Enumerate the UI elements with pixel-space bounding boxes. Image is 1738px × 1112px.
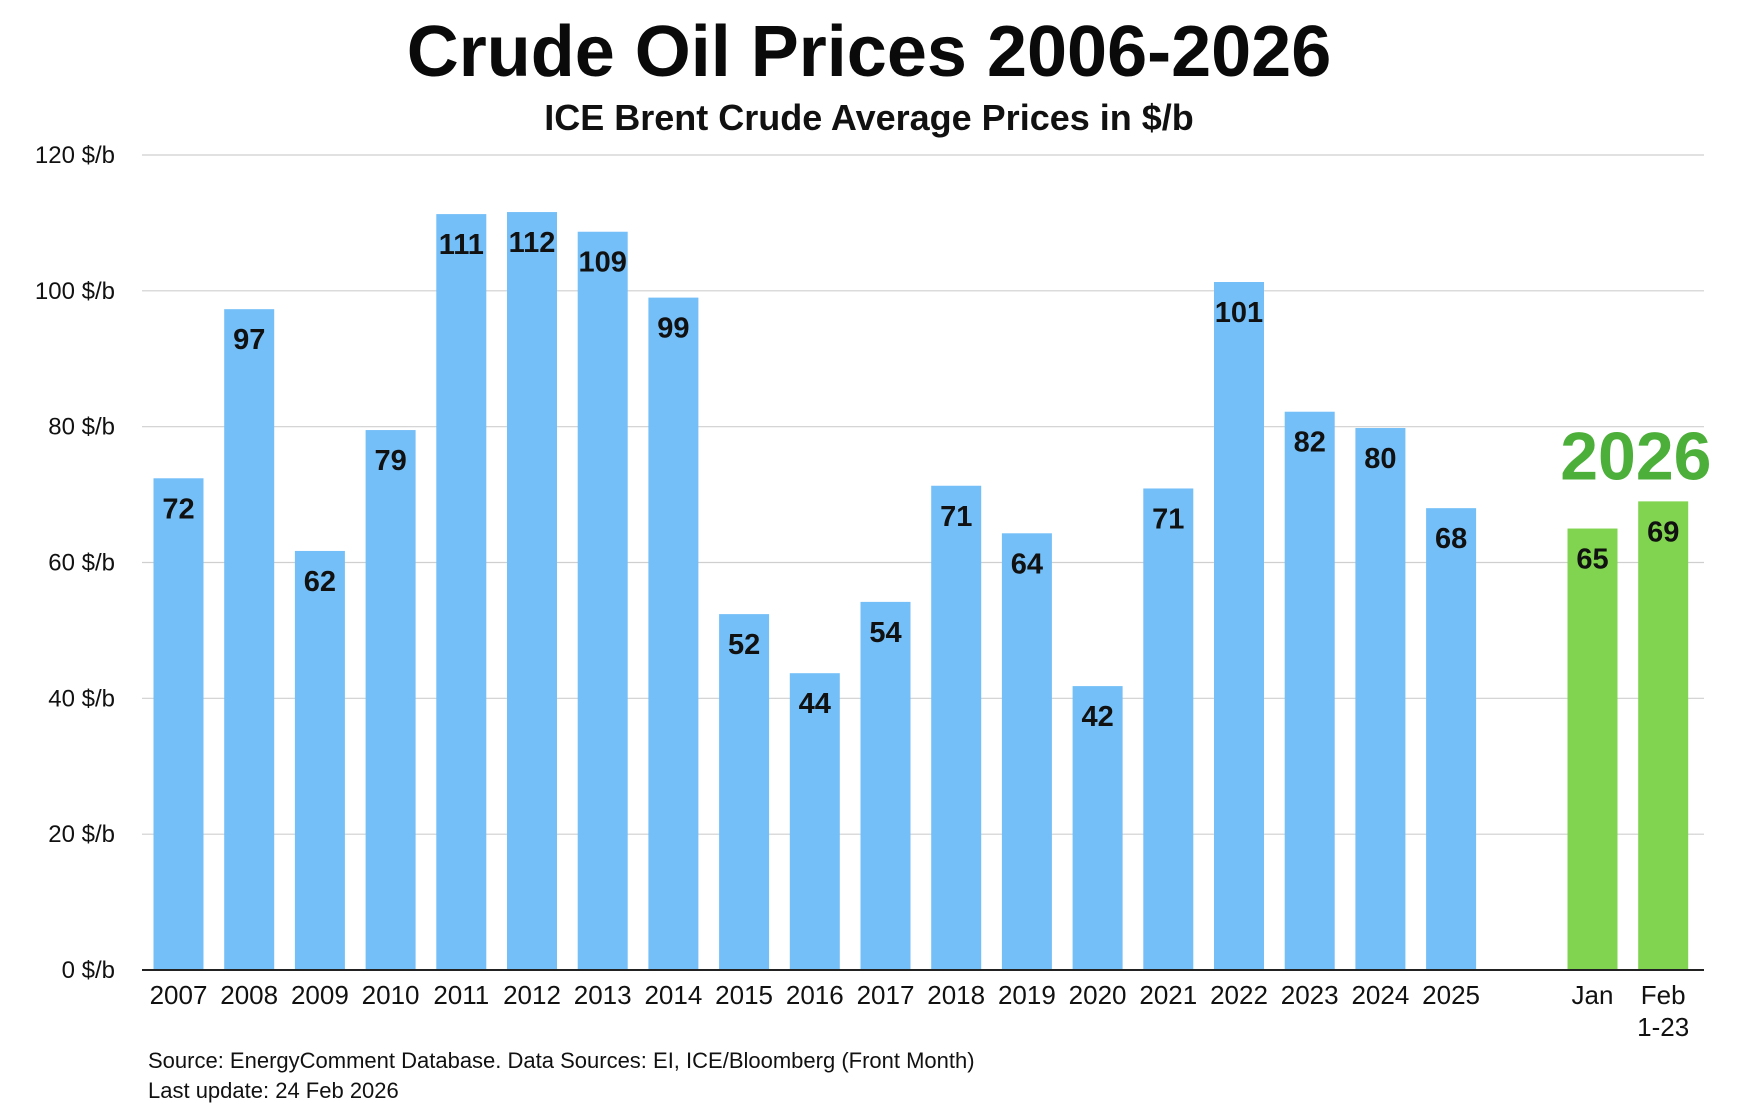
x-tick-label: 2023 [1281, 980, 1339, 1010]
bar-value-label: 82 [1294, 427, 1326, 459]
bar-value-label: 112 [509, 227, 556, 259]
bar [1638, 501, 1689, 970]
bar-value-label: 68 [1435, 523, 1467, 555]
x-tick-label: Feb [1641, 980, 1686, 1010]
x-tick-label: 2018 [927, 980, 985, 1010]
bar [1072, 686, 1123, 970]
y-tick-label: 80 $/b [48, 414, 115, 441]
bar [931, 485, 982, 970]
x-tick-label: 2009 [291, 980, 349, 1010]
bar-value-label: 72 [162, 493, 194, 525]
chart-title: Crude Oil Prices 2006-2026 [406, 12, 1332, 92]
x-tick-label: Jan [1572, 980, 1614, 1010]
bar-value-label: 64 [1011, 548, 1043, 580]
bar [1426, 508, 1477, 970]
x-tick-label: 1-23 [1637, 1012, 1689, 1042]
chart-footer: Source: EnergyComment Database. Data Sou… [148, 1046, 975, 1106]
bar [577, 231, 628, 970]
bar [436, 214, 487, 970]
bar-value-label: 71 [1152, 503, 1184, 535]
bar [1284, 411, 1335, 971]
x-tick-label: 2022 [1210, 980, 1268, 1010]
x-tick-label: 2024 [1351, 980, 1409, 1010]
year-2026-label: 2026 [1560, 418, 1711, 494]
x-tick-label: 2019 [998, 980, 1056, 1010]
bar [507, 212, 557, 971]
bar-value-label: 101 [1215, 297, 1263, 329]
y-tick-label: 100 $/b [35, 278, 115, 305]
bar-value-label: 44 [799, 688, 831, 720]
bar-value-label: 109 [579, 247, 627, 279]
x-tick-label: 2008 [220, 980, 278, 1010]
x-tick-label: 2015 [715, 980, 773, 1010]
bar-value-label: 65 [1576, 544, 1608, 576]
last-update-note: Last update: 24 Feb 2026 [148, 1078, 399, 1103]
bar-value-label: 62 [304, 566, 336, 598]
y-tick-label: 20 $/b [48, 821, 115, 848]
y-tick-label: 60 $/b [48, 550, 115, 577]
bar [1355, 428, 1406, 970]
bar [294, 550, 345, 970]
bar-value-label: 80 [1364, 443, 1396, 475]
x-tick-label: 2021 [1139, 980, 1197, 1010]
y-tick-label: 0 $/b [62, 957, 115, 984]
bar [860, 601, 911, 970]
y-tick-label: 40 $/b [48, 685, 115, 712]
bar-value-label: 111 [439, 229, 484, 261]
bar [648, 297, 699, 970]
bar-value-label: 54 [869, 617, 901, 649]
x-tick-label: 2025 [1422, 980, 1480, 1010]
bar-value-label: 42 [1081, 701, 1113, 733]
x-tick-label: 2017 [857, 980, 915, 1010]
bar [1214, 282, 1264, 971]
x-tick-label: 2012 [503, 980, 561, 1010]
chart-subtitle: ICE Brent Crude Average Prices in $/b [544, 97, 1194, 138]
x-tick-label: 2013 [574, 980, 632, 1010]
bar [224, 309, 275, 970]
bar [1567, 528, 1618, 970]
bar-value-label: 52 [728, 629, 760, 661]
source-note: Source: EnergyComment Database. Data Sou… [148, 1048, 975, 1073]
bar [719, 614, 770, 970]
bar [1001, 533, 1052, 970]
bar-value-label: 69 [1647, 516, 1679, 548]
x-tick-label: 2020 [1069, 980, 1127, 1010]
bar-value-label: 71 [940, 501, 972, 533]
bar [1143, 488, 1194, 970]
bar [789, 673, 840, 970]
bar [365, 430, 416, 970]
x-tick-label: 2007 [150, 980, 208, 1010]
x-tick-label: 2010 [362, 980, 420, 1010]
bar-value-label: 79 [374, 445, 406, 477]
x-tick-label: 2016 [786, 980, 844, 1010]
x-tick-label: 2014 [644, 980, 702, 1010]
bar-value-label: 97 [233, 324, 265, 356]
x-tick-label: 2011 [433, 980, 489, 1010]
bar-value-label: 99 [657, 313, 689, 345]
bar [153, 478, 204, 970]
y-tick-label: 120 $/b [35, 142, 115, 169]
